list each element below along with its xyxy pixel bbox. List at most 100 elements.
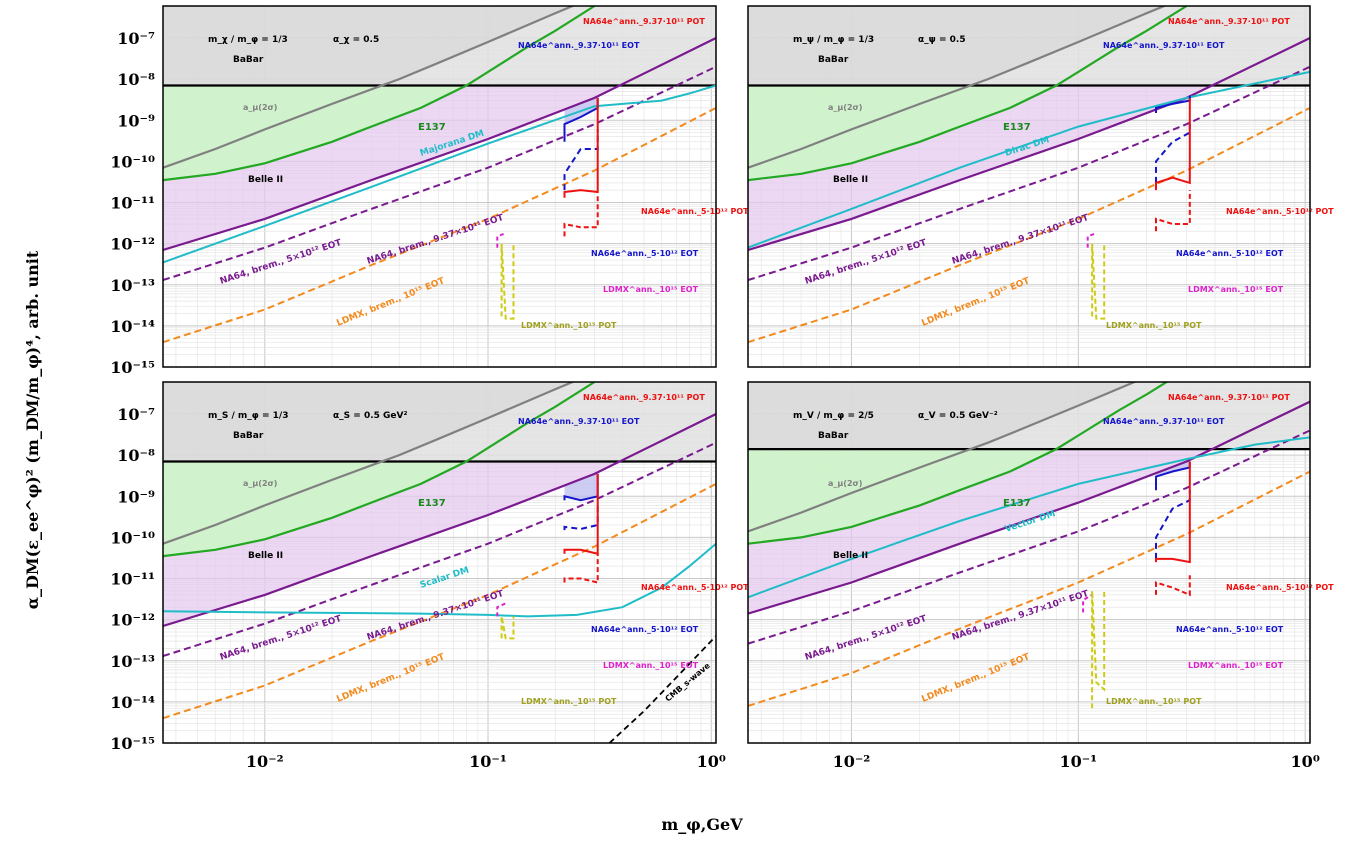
label-ldmx-yel: LDMX^ann._10¹⁵ POT xyxy=(521,697,617,706)
y-tick-label: 10⁻⁷ xyxy=(117,405,155,424)
plot-area: m_χ / m_φ = 1/3 α_χ = 0.5 BaBar a_μ(2σ) E137… xyxy=(163,6,716,367)
series-ldmx xyxy=(163,483,716,720)
label-e137: E137 xyxy=(1003,122,1031,133)
y-tick-label: 10⁻⁸ xyxy=(117,70,155,89)
label-ldmx-yel: LDMX^ann._10¹⁵ POT xyxy=(521,321,617,330)
amu-region xyxy=(163,6,716,168)
label-na64e-pot-5: NA64e^ann._5·10¹² POT xyxy=(641,207,749,216)
label-na64-9: NA64, brem., 9.37×10¹¹ EOT xyxy=(366,213,506,267)
series-na64e-pot-5 xyxy=(563,553,599,584)
label-na64e-pot-937: NA64e^ann._9.37·10¹¹ POT xyxy=(583,393,705,402)
series-cmb xyxy=(608,635,716,743)
label-na64e-pot-5: NA64e^ann._5·10¹² POT xyxy=(1226,207,1334,216)
series-e137 xyxy=(748,382,1169,545)
label-na64e-pot-5: NA64e^ann._5·10¹² POT xyxy=(1226,583,1334,592)
label-na64e-eot-937: NA64e^ann._9.37·10¹¹ EOT xyxy=(1103,417,1225,426)
label-na64e-eot-5: NA64e^ann._5·10¹² EOT xyxy=(591,249,699,258)
label-ldmx-mag: LDMX^ann._10¹⁵ EOT xyxy=(603,285,699,294)
x-tick-label: 10⁰ xyxy=(697,752,726,771)
series-relic xyxy=(748,70,1310,249)
x-tick-label: 10⁻² xyxy=(246,752,284,771)
label-belle: Belle II xyxy=(248,175,283,185)
param-mass-ratio: m_S / m_φ = 1/3 xyxy=(208,411,288,421)
label-amu: a_μ(2σ) xyxy=(828,479,862,488)
amu-region xyxy=(163,382,716,544)
series-ldmx xyxy=(748,470,1310,707)
label-ldmx-mag: LDMX^ann._10¹⁵ EOT xyxy=(1188,661,1284,670)
chart-panel-bottom-left: m_S / m_φ = 1/3 α_S = 0.5 GeV² BaBar a_μ(2σ… xyxy=(110,381,749,771)
label-na64-5: NA64, brem., 5×10¹² EOT xyxy=(219,238,344,287)
label-na64-5: NA64, brem., 5×10¹² EOT xyxy=(804,238,929,287)
y-tick-label: 10⁻⁹ xyxy=(117,487,155,506)
label-na64e-eot-937: NA64e^ann._9.37·10¹¹ EOT xyxy=(1103,41,1225,50)
label-ldmx: LDMX, brem., 10¹⁵ EOT xyxy=(335,276,447,329)
e137-region xyxy=(163,85,716,181)
y-tick-label: 10⁻¹⁴ xyxy=(110,693,155,712)
series-ldmx-yel xyxy=(500,616,515,640)
y-tick-label: 10⁻¹³ xyxy=(110,276,155,295)
series-na64e-eot-5 xyxy=(1155,490,1191,559)
series-e137 xyxy=(163,382,596,558)
label-babar: BaBar xyxy=(233,431,264,441)
series-na64e-pot-937 xyxy=(563,97,599,198)
series-relic xyxy=(163,542,716,618)
param-mass-ratio: m_χ / m_φ = 1/3 xyxy=(208,35,288,45)
label-amu: a_μ(2σ) xyxy=(828,103,862,112)
na64e-ann-region xyxy=(564,472,598,501)
label-amu: a_μ(2σ) xyxy=(243,479,277,488)
plot-frame xyxy=(162,381,717,744)
y-axis-title: α_DM(ε_ee^φ)² (m_DM/m_φ)⁴, arb. unit xyxy=(23,250,42,609)
label-ldmx: LDMX, brem., 10¹⁵ EOT xyxy=(335,652,447,705)
series-na64-9 xyxy=(163,37,716,252)
label-na64-9: NA64, brem., 9.37×10¹¹ EOT xyxy=(951,589,1091,643)
label-na64e-eot-5: NA64e^ann._5·10¹² EOT xyxy=(1176,625,1284,634)
param-coupling: α_χ = 0.5 xyxy=(333,35,379,45)
label-ldmx-mag: LDMX^ann._10¹⁵ EOT xyxy=(1188,285,1284,294)
label-na64-9: NA64, brem., 9.37×10¹¹ EOT xyxy=(366,589,506,643)
label-na64e-eot-5: NA64e^ann._5·10¹² EOT xyxy=(591,625,699,634)
chart-panel-top-right: m_ψ / m_φ = 1/3 α_ψ = 0.5 BaBar a_μ(2σ) E137… xyxy=(747,5,1334,368)
series-na64-5 xyxy=(163,441,716,658)
x-axis-title: m_φ,GeV xyxy=(661,815,743,834)
label-ldmx: LDMX, brem., 10¹⁵ EOT xyxy=(920,652,1032,705)
series-na64e-pot-937 xyxy=(1155,461,1191,564)
label-ldmx-mag: LDMX^ann._10¹⁵ EOT xyxy=(603,661,699,670)
label-ldmx: LDMX, brem., 10¹⁵ EOT xyxy=(920,276,1032,329)
label-belle: Belle II xyxy=(248,551,283,561)
label-babar: BaBar xyxy=(818,431,849,441)
series-na64e-pot-5 xyxy=(1155,575,1191,597)
param-coupling: α_S = 0.5 GeV² xyxy=(333,411,408,421)
series-ldmx-mag xyxy=(496,602,507,617)
series-na64-9 xyxy=(748,400,1310,615)
label-na64e-pot-937: NA64e^ann._9.37·10¹¹ POT xyxy=(583,17,705,26)
series-na64-5 xyxy=(163,65,716,282)
label-e137: E137 xyxy=(418,122,446,133)
label-ldmx-yel: LDMX^ann._10¹⁵ POT xyxy=(1106,321,1202,330)
series-ldmx-yel xyxy=(1091,590,1106,709)
label-na64-5: NA64, brem., 5×10¹² EOT xyxy=(219,614,344,663)
y-tick-label: 10⁻⁷ xyxy=(117,29,155,48)
series-e137 xyxy=(163,6,596,182)
na64e-ann-region xyxy=(1156,459,1190,491)
series-ldmx-yel xyxy=(1091,243,1106,320)
series-na64-5 xyxy=(748,65,1310,282)
series-na64e-pot-937 xyxy=(1155,97,1191,191)
y-tick-label: 10⁻¹⁵ xyxy=(110,734,155,753)
series-na64e-pot-937 xyxy=(563,473,599,555)
label-na64e-pot-5: NA64e^ann._5·10¹² POT xyxy=(641,583,749,592)
label-belle: Belle II xyxy=(833,551,868,561)
y-tick-label: 10⁻¹⁵ xyxy=(110,358,155,377)
label-na64e-eot-937: NA64e^ann._9.37·10¹¹ EOT xyxy=(518,417,640,426)
chart-panel-top-left: m_χ / m_φ = 1/3 α_χ = 0.5 BaBar a_μ(2σ) E137… xyxy=(110,5,749,377)
amu-region xyxy=(748,382,1310,532)
series-na64e-eot-5 xyxy=(563,129,599,191)
y-tick-label: 10⁻¹⁰ xyxy=(110,528,155,547)
param-coupling: α_V = 0.5 GeV⁻² xyxy=(918,411,998,421)
series-amu xyxy=(163,382,576,545)
x-tick-label: 10⁻¹ xyxy=(469,752,507,771)
label-babar: BaBar xyxy=(233,55,264,65)
y-tick-label: 10⁻⁹ xyxy=(117,111,155,130)
y-tick-label: 10⁻¹² xyxy=(110,611,155,630)
series-na64-9 xyxy=(163,413,716,628)
